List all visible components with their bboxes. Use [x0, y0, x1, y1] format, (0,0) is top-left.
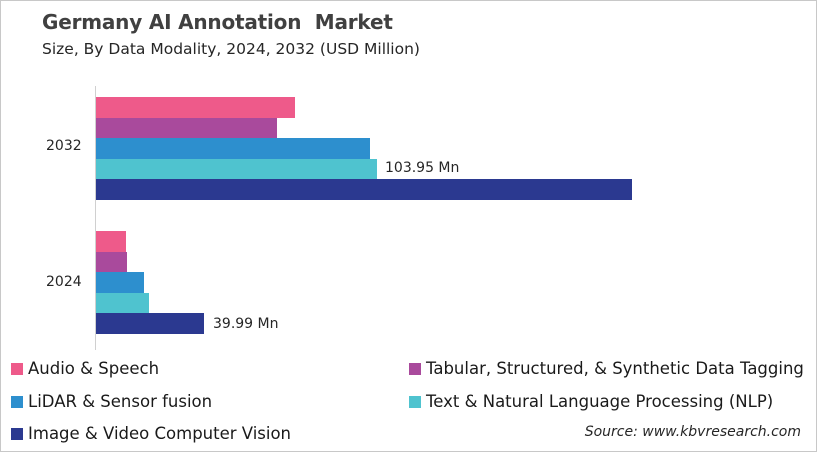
data-label-2024-computer-vision: 39.99 Mn [213, 316, 279, 332]
legend-swatch-icon [11, 362, 23, 375]
legend-swatch-icon [409, 395, 421, 408]
bar-2024-3 [96, 292, 149, 314]
chart-subtitle: Size, By Data Modality, 2024, 2032 (USD … [42, 40, 420, 58]
legend-item-nlp: Text & Natural Language Processing (NLP) [409, 392, 773, 411]
legend-swatch-icon [11, 427, 23, 440]
category-axis-line [95, 86, 96, 350]
legend-swatch-icon [11, 395, 23, 408]
bar-2032-4 [96, 179, 632, 201]
legend-label: Tabular, Structured, & Synthetic Data Ta… [426, 359, 804, 378]
source-note: Source: www.kbvresearch.com [584, 424, 801, 440]
legend-item-computer-vision: Image & Video Computer Vision [11, 424, 291, 443]
bar-2032-3 [96, 158, 377, 180]
bar-2032-2 [96, 138, 370, 160]
bar-2032-1 [96, 117, 277, 139]
bar-2024-4 [96, 313, 204, 335]
legend-item-tabular: Tabular, Structured, & Synthetic Data Ta… [409, 359, 804, 378]
legend-swatch-icon [409, 362, 421, 375]
bar-2024-1 [96, 251, 127, 273]
category-label-2032: 2032 [46, 138, 82, 154]
bar-2024-2 [96, 272, 144, 294]
legend-item-lidar: LiDAR & Sensor fusion [11, 392, 212, 411]
bar-2032-0 [96, 97, 295, 118]
chart-title: Germany AI Annotation Market [42, 10, 393, 34]
data-label-2032-nlp: 103.95 Mn [385, 160, 460, 176]
category-label-2024: 2024 [46, 274, 82, 290]
legend-label: Text & Natural Language Processing (NLP) [426, 392, 774, 411]
legend-label: Audio & Speech [28, 359, 160, 378]
legend-label: Image & Video Computer Vision [28, 424, 292, 443]
legend-item-audio-speech: Audio & Speech [11, 359, 159, 378]
legend-label: LiDAR & Sensor fusion [28, 392, 213, 411]
bar-2024-0 [96, 231, 126, 252]
